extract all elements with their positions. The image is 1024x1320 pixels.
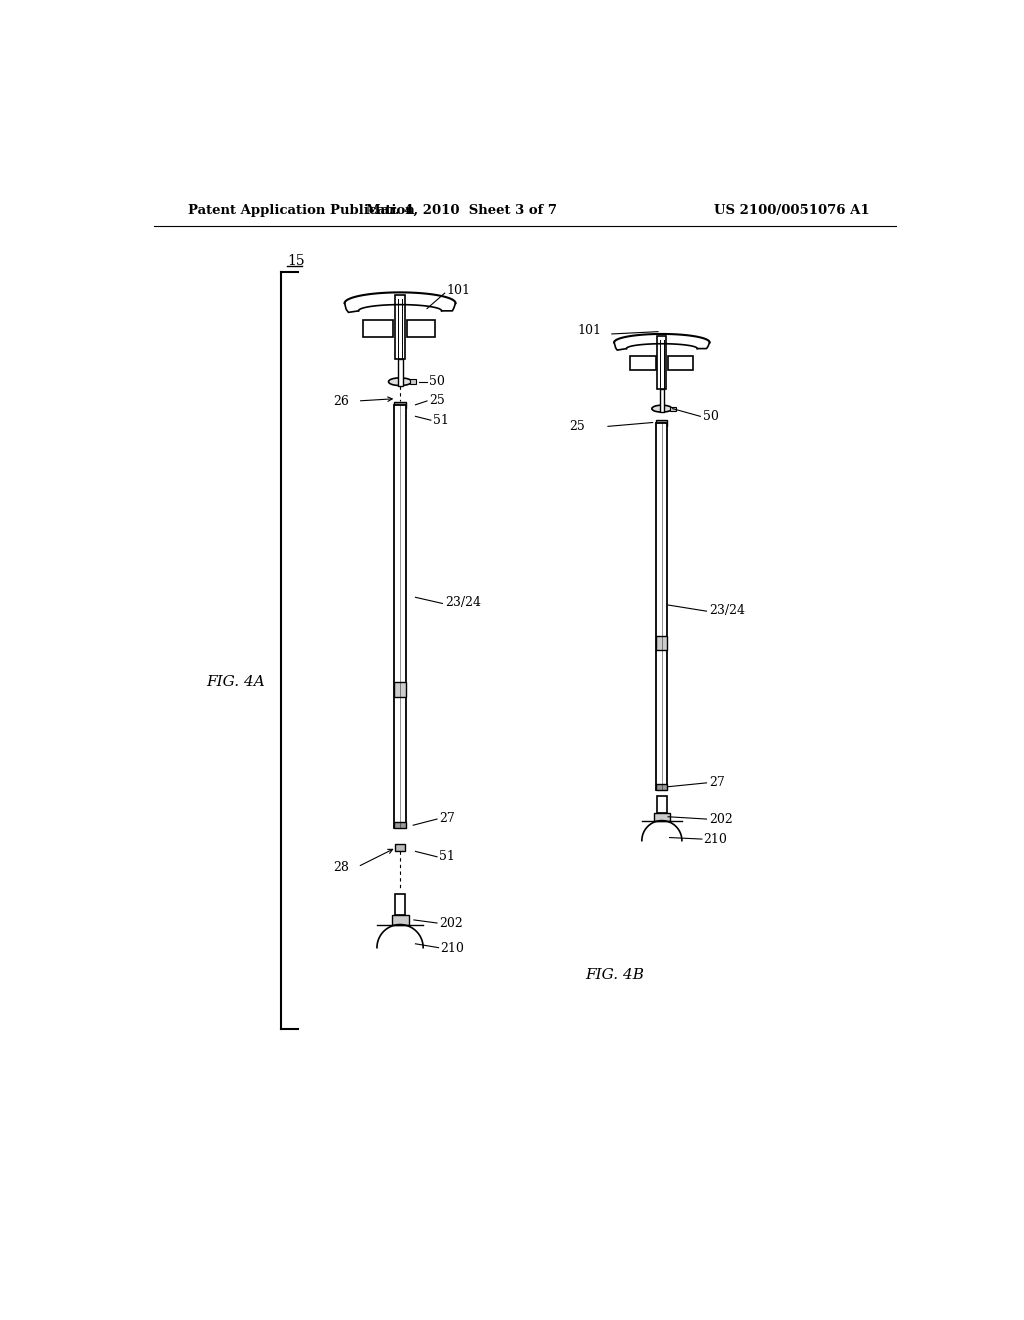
Text: 202: 202	[439, 916, 463, 929]
Bar	[394, 682, 407, 697]
Bar	[407, 321, 435, 337]
Bar	[394, 296, 406, 359]
Text: 51: 51	[439, 850, 456, 863]
Text: 25: 25	[569, 420, 585, 433]
Bar	[394, 401, 407, 408]
Text: Mar. 4, 2010  Sheet 3 of 7: Mar. 4, 2010 Sheet 3 of 7	[367, 205, 557, 218]
Bar	[668, 356, 692, 370]
Text: 101: 101	[578, 325, 601, 338]
Text: Patent Application Publication: Patent Application Publication	[188, 205, 415, 218]
Bar	[656, 422, 668, 789]
Text: FIG. 4B: FIG. 4B	[585, 968, 644, 982]
Bar	[671, 407, 676, 411]
Bar	[394, 405, 407, 829]
Text: 51: 51	[433, 413, 450, 426]
Text: 210: 210	[703, 833, 727, 846]
Bar	[410, 379, 416, 384]
Text: 50: 50	[429, 375, 445, 388]
Text: FIG. 4A: FIG. 4A	[206, 675, 265, 689]
Bar	[656, 636, 668, 649]
Bar	[397, 359, 403, 385]
Bar	[657, 796, 668, 813]
Text: 27: 27	[709, 776, 725, 788]
Bar	[364, 321, 393, 337]
Ellipse shape	[388, 378, 412, 385]
Bar	[657, 337, 667, 389]
Bar	[656, 784, 668, 789]
Text: 27: 27	[439, 812, 455, 825]
Text: US 2100/0051076 A1: US 2100/0051076 A1	[714, 205, 869, 218]
Bar	[659, 389, 665, 412]
Bar	[656, 420, 668, 425]
Bar	[394, 822, 407, 829]
Bar	[394, 894, 406, 915]
Ellipse shape	[652, 405, 672, 412]
Text: 23/24: 23/24	[444, 597, 480, 610]
Bar	[395, 845, 404, 850]
Text: 28: 28	[333, 861, 349, 874]
Text: 202: 202	[709, 813, 732, 825]
Text: 101: 101	[446, 284, 470, 297]
Text: 26: 26	[333, 395, 349, 408]
Text: 23/24: 23/24	[709, 603, 744, 616]
Text: 25: 25	[429, 393, 445, 407]
Bar	[654, 813, 670, 821]
Bar	[391, 915, 409, 924]
Text: 15: 15	[287, 253, 304, 268]
Bar	[630, 356, 655, 370]
Text: 50: 50	[702, 409, 719, 422]
Text: 210: 210	[440, 942, 464, 954]
